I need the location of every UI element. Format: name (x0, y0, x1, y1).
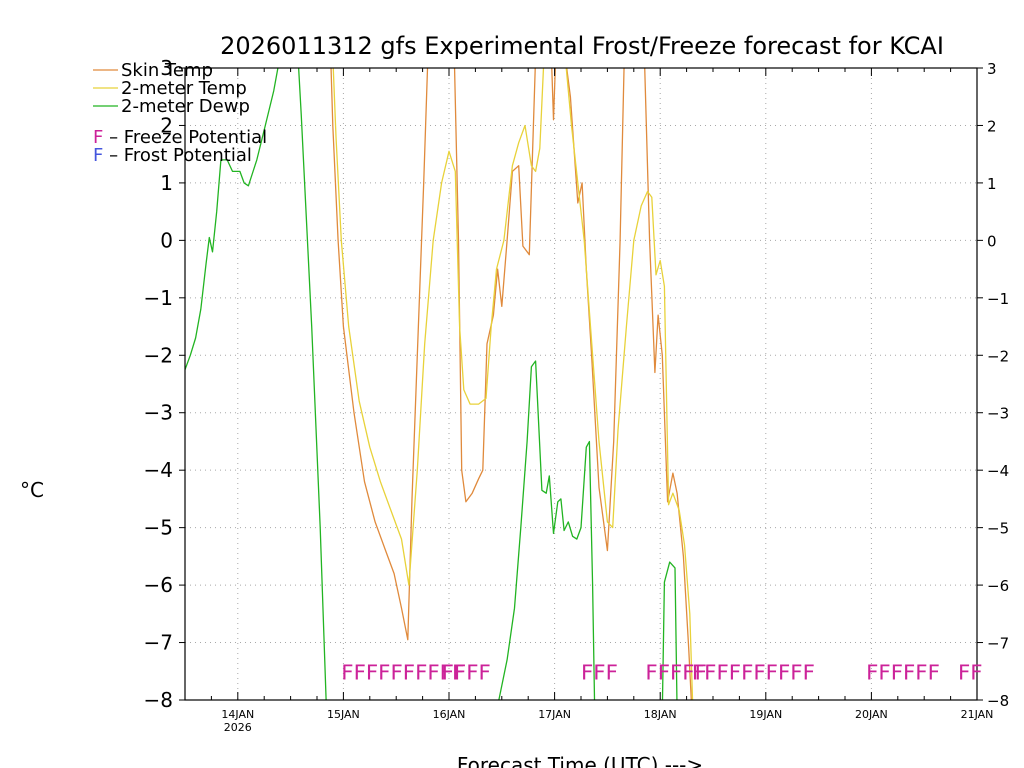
freeze-flag-group: FFFF (442, 660, 491, 684)
y-tick-label-right: −1 (987, 290, 1009, 308)
y-tick-label: −3 (144, 401, 173, 425)
freeze-flag-group: FFF (581, 660, 618, 684)
y-tick-label: 2 (160, 113, 173, 137)
x-axis-label: Forecast Time (UTC) ---> (457, 753, 703, 768)
axis-ticks: −8 −7 −6 −5 −4 −3 −2 −1 0 1 2 3 −8 −7 −6 −5 −4 −3 −2 −1 0 1 2 3… (144, 56, 1010, 734)
freeze-flag-group: FFFFFF (866, 660, 940, 684)
freeze-flag-group: FFFFFFFFFF (692, 660, 815, 684)
y-tick-label-right: 2 (987, 117, 997, 135)
y-tick-label: −4 (144, 458, 173, 482)
legend-label-t2m: 2-meter Temp (121, 78, 247, 99)
series-line-skin (330, 68, 692, 700)
x-tick-label: 17JAN (538, 708, 571, 721)
x-tick-label: 21JAN (961, 708, 994, 721)
x-tick-label: 14JAN (221, 708, 254, 721)
y-tick-label: 0 (160, 228, 173, 252)
legend-label-dewp: 2-meter Dewp (121, 96, 250, 117)
x-tick-label: 16JAN (433, 708, 466, 721)
y-tick-label: −8 (144, 688, 173, 712)
series-line-t2m (332, 68, 694, 700)
x-tick-sublabel: 2026 (224, 721, 252, 734)
y-tick-label: −2 (144, 343, 173, 367)
y-tick-label-right: 1 (987, 175, 997, 193)
freeze-flag-group: FF (958, 660, 983, 684)
y-tick-label: −5 (144, 516, 173, 540)
x-tick-label: 15JAN (327, 708, 360, 721)
y-tick-label-right: −6 (987, 577, 1009, 595)
legend-freeze-potential: F – Freeze Potential (93, 127, 267, 148)
series-line-dewp (185, 68, 678, 700)
legend-freeze-label: – Freeze Potential (103, 127, 267, 148)
x-tick-label: 19JAN (749, 708, 782, 721)
freeze-flag-group: FFFFF (645, 660, 707, 684)
y-axis-label: °C (20, 478, 44, 502)
y-tick-label-right: −7 (987, 635, 1009, 653)
y-tick-label: −6 (144, 573, 173, 597)
y-tick-label: 1 (160, 171, 173, 195)
y-tick-label-right: −8 (987, 692, 1009, 710)
y-tick-label-right: −5 (987, 520, 1009, 538)
legend-frost-symbol: F (93, 145, 103, 166)
legend-freeze-symbol: F (93, 127, 103, 148)
legend-frost-potential: F – Frost Potential (93, 145, 252, 166)
legend-frost-label: – Frost Potential (103, 145, 252, 166)
freeze-flag-group: FFFFFFFFFF (341, 660, 464, 684)
y-tick-label: −7 (144, 631, 173, 655)
grid (185, 68, 977, 700)
y-tick-label: −1 (144, 286, 173, 310)
chart-title: 2026011312 gfs Experimental Frost/Freeze… (220, 32, 944, 60)
y-tick-label-right: −3 (987, 405, 1009, 423)
legend-label-skin: Skin Temp (121, 60, 213, 81)
y-tick-label-right: 3 (987, 60, 997, 78)
series-layer (185, 68, 694, 700)
y-tick-label-right: −2 (987, 347, 1009, 365)
x-tick-label: 20JAN (855, 708, 888, 721)
y-tick-label: 3 (160, 56, 173, 80)
y-tick-label-right: −4 (987, 462, 1009, 480)
x-tick-label: 18JAN (644, 708, 677, 721)
y-tick-label-right: 0 (987, 232, 997, 250)
